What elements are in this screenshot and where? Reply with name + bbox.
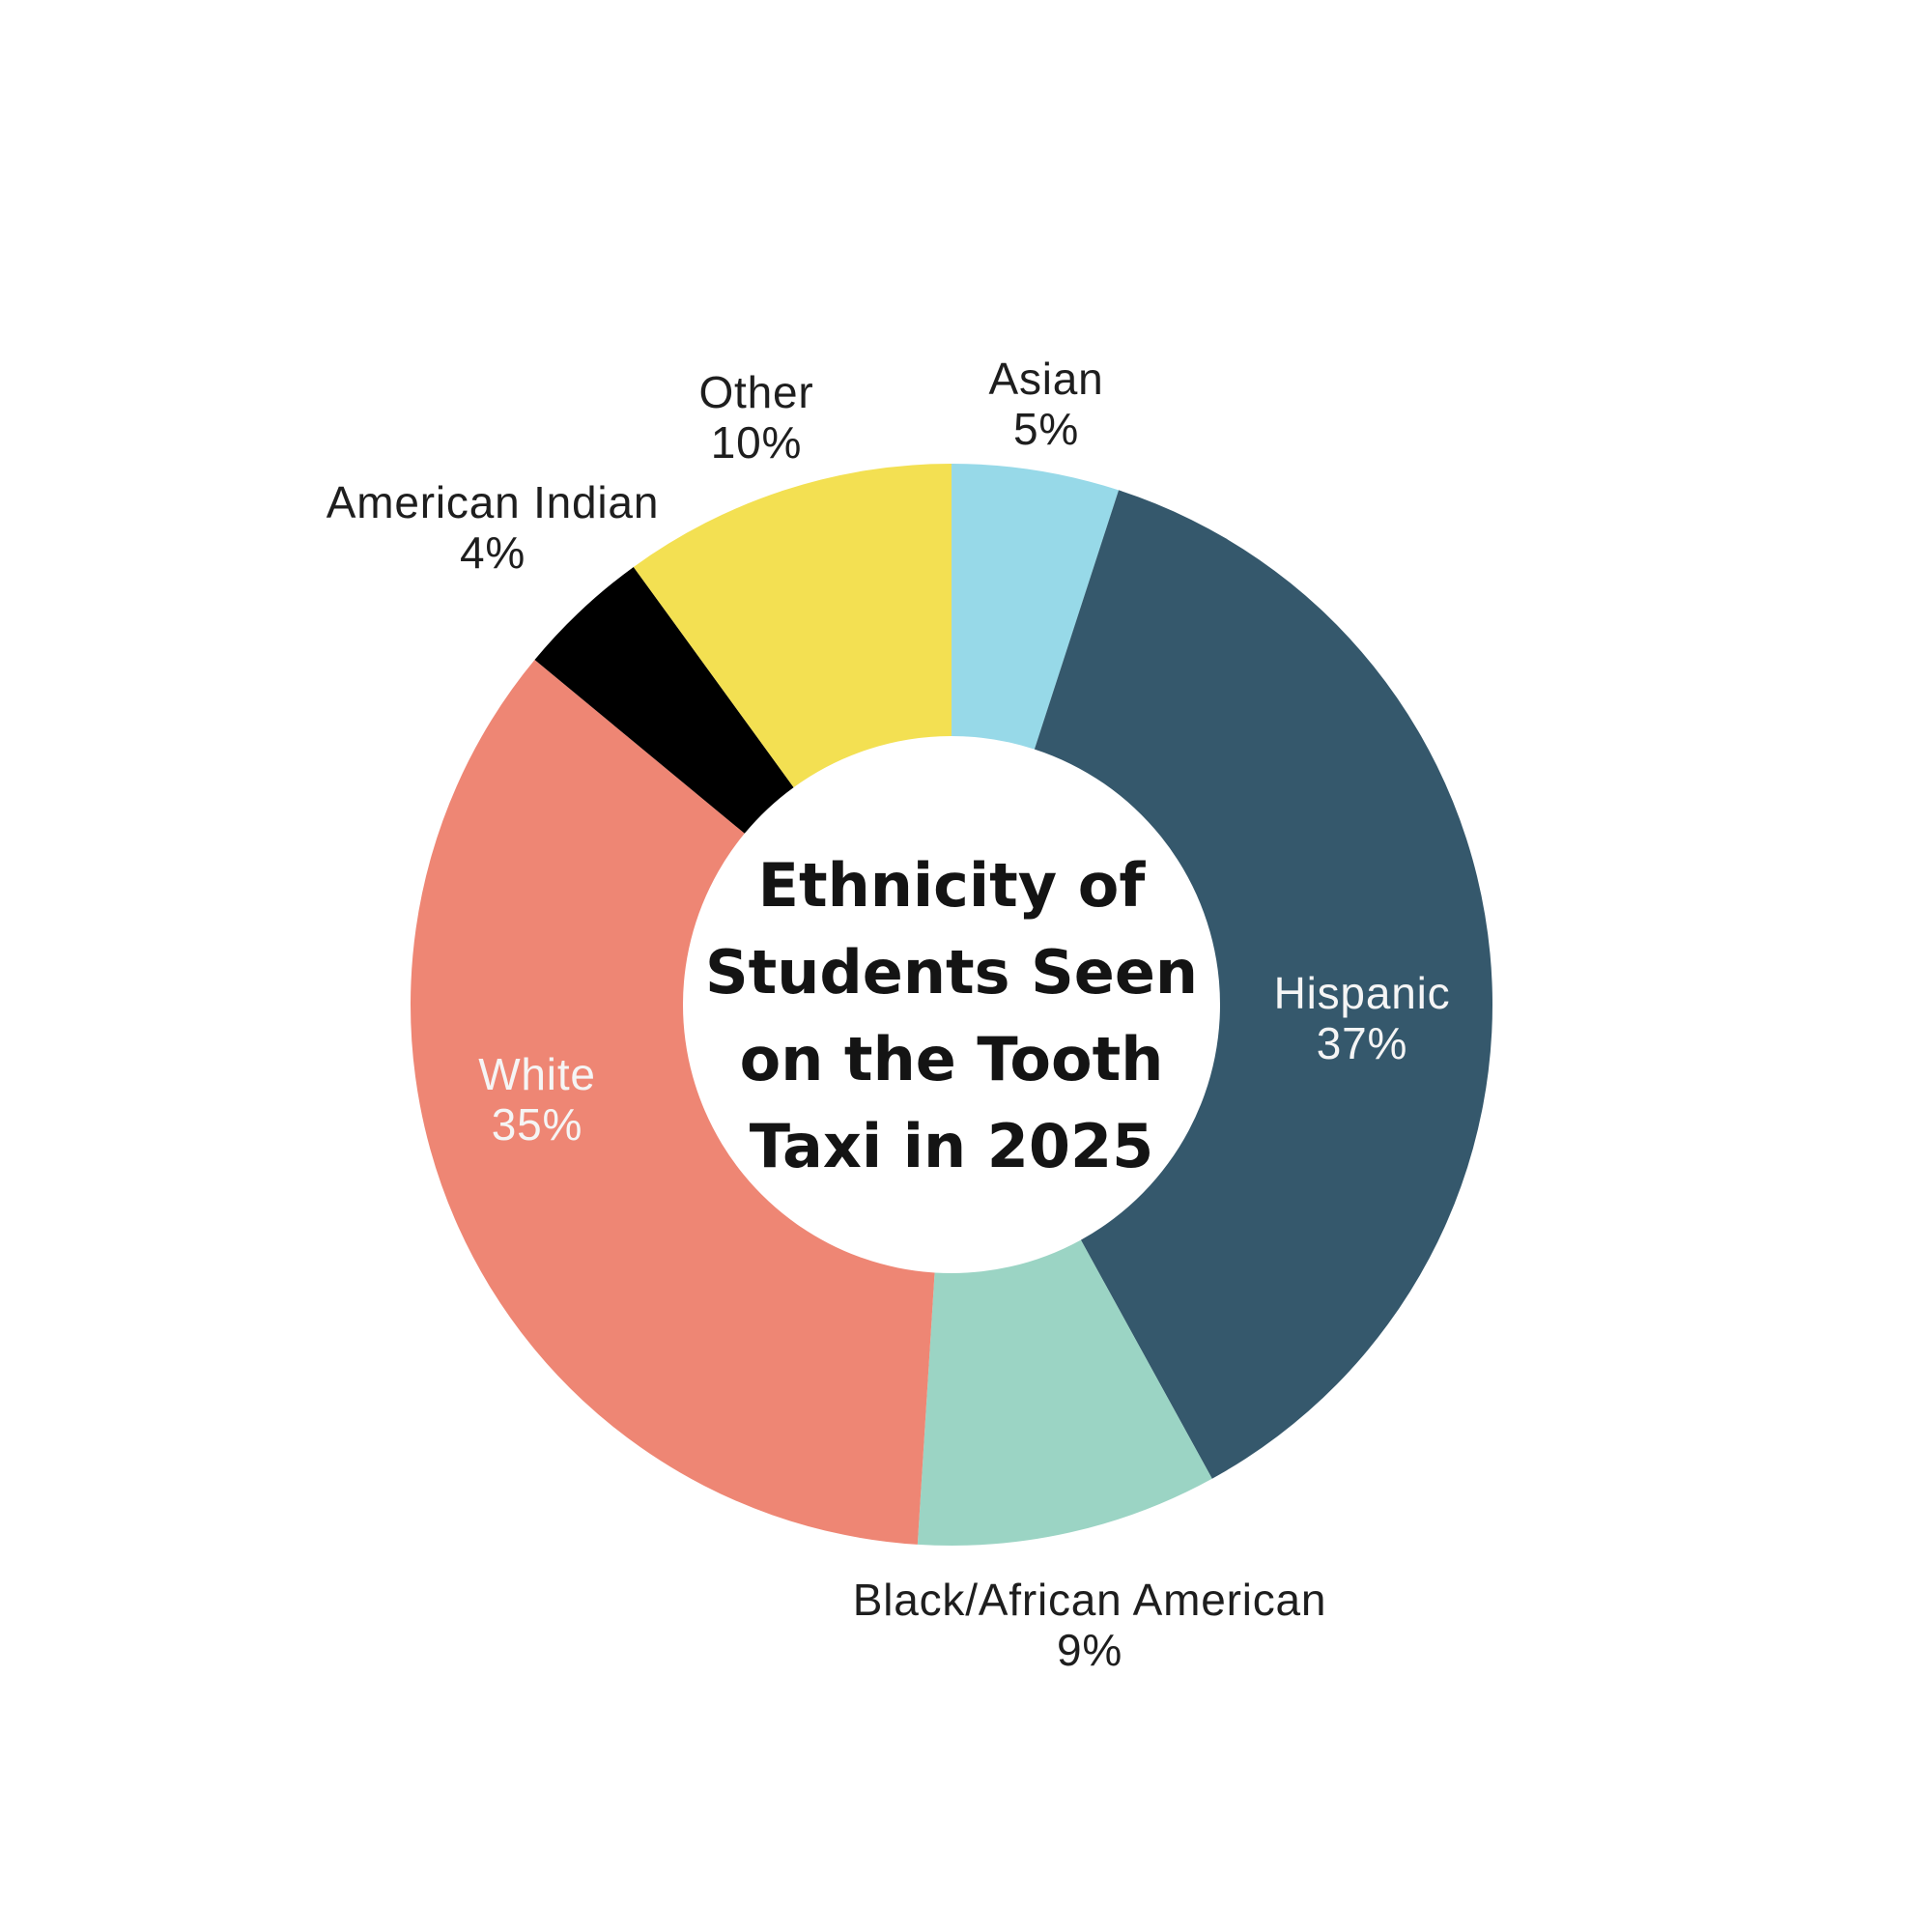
slice-label-white: White 35% — [478, 1049, 596, 1150]
slice-label-hispanic: Hispanic 37% — [1274, 968, 1451, 1068]
slice-label-american-indian: American Indian 4% — [327, 477, 659, 578]
pie-slice-black-african-american — [917, 1239, 1212, 1546]
slice-label-name: Black/African American — [852, 1575, 1327, 1625]
pie-slice-white — [410, 660, 935, 1545]
pie-slice-other — [633, 464, 952, 788]
chart-title-line-2: Students Seen — [704, 937, 1199, 1008]
pie-slice-asian — [952, 464, 1120, 750]
chart-title-line-1: Ethnicity of — [757, 850, 1146, 921]
pie-slice-hispanic — [1034, 490, 1492, 1479]
slice-label-pct: 35% — [491, 1099, 583, 1150]
slice-label-black-african-american: Black/African American 9% — [853, 1575, 1327, 1675]
slice-label-name: Other — [698, 367, 814, 417]
slice-label-pct: 37% — [1316, 1018, 1408, 1068]
slice-label-asian: Asian 5% — [988, 354, 1103, 454]
slice-label-pct: 5% — [1012, 404, 1080, 454]
chart-title: Ethnicity of Students Seen on the Tooth … — [705, 842, 1198, 1190]
chart-title-line-4: Taxi in 2025 — [749, 1111, 1154, 1181]
slice-label-pct: 9% — [1056, 1625, 1123, 1675]
slice-label-name: White — [478, 1049, 596, 1099]
chart-title-line-3: on the Tooth — [739, 1024, 1164, 1094]
slice-label-pct: 4% — [459, 527, 526, 578]
slice-label-name: American Indian — [326, 477, 660, 527]
slice-label-other: Other 10% — [698, 367, 813, 468]
slice-label-name: Asian — [988, 354, 1104, 404]
slice-label-pct: 10% — [710, 417, 803, 468]
pie-slice-american-indian — [534, 566, 794, 834]
slice-label-name: Hispanic — [1273, 968, 1451, 1018]
